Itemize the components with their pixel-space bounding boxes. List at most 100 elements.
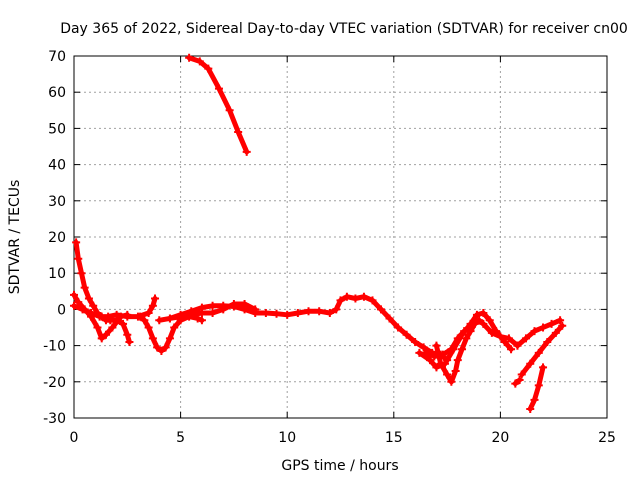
data-point-marker [283,310,292,319]
data-point-marker [507,345,516,354]
data-point-marker [526,404,535,413]
x-tick-label: 0 [70,430,79,446]
data-point-marker [234,128,243,137]
data-point-marker [84,294,93,303]
data-point-marker [336,296,345,305]
data-series-arc-13 [513,316,565,350]
data-point-marker [176,312,185,321]
y-tick-label: 30 [48,194,66,210]
data-point-marker [451,366,460,375]
series-track [71,292,130,341]
data-series-arc-4 [70,294,160,321]
data-point-marker [104,312,113,321]
series-track [519,323,565,378]
data-point-marker [534,348,543,357]
data-point-marker [500,337,509,346]
data-point-marker [325,309,334,318]
series-track [186,55,250,155]
data-point-marker [443,370,452,379]
data-point-marker [242,147,251,156]
y-tick-label: -20 [43,375,66,391]
data-point-marker [453,356,462,365]
data-point-marker [460,327,469,336]
data-point-marker [526,359,535,368]
data-point-marker [208,301,217,310]
y-tick-label: 10 [48,266,66,282]
data-point-marker [342,292,351,301]
data-series-arc-12 [526,363,548,413]
data-point-marker [123,312,132,321]
x-axis-label: GPS time / hours [281,458,398,474]
data-point-marker [151,294,160,303]
data-point-marker [475,316,484,325]
data-point-marker [411,337,420,346]
y-tick-label: -10 [43,339,66,355]
data-point-marker [293,309,302,318]
data-point-marker [485,316,494,325]
data-point-marker [315,307,324,316]
data-point-marker [556,316,565,325]
data-point-marker [185,53,194,62]
data-point-marker [377,305,386,314]
x-tick-label: 20 [491,430,509,446]
data-point-marker [214,84,223,93]
data-point-marker [87,309,96,318]
data-point-marker [136,312,145,321]
data-point-marker [272,309,281,318]
data-point-marker [351,294,360,303]
data-point-marker [101,330,110,339]
data-point-marker [80,283,89,292]
data-point-marker [432,363,441,372]
data-point-marker [148,334,157,343]
data-point-marker [187,310,196,319]
data-series-arc-6 [165,292,452,365]
data-series-arc-10 [421,327,469,361]
data-point-marker [153,343,162,352]
data-point-marker [521,334,530,343]
data-point-marker [368,296,377,305]
y-tick-label: 60 [48,85,66,101]
data-point-marker [155,316,164,325]
data-point-marker [70,301,78,310]
y-tick-label: 20 [48,230,66,246]
data-point-marker [426,356,435,365]
data-layer [70,53,567,413]
data-point-marker [125,337,134,346]
data-point-marker [440,359,449,368]
data-point-marker [492,327,501,336]
y-tick-label: 40 [48,158,66,174]
tick-layer: 0 5 10 15 20 25 -30 -20 -10 0 10 20 30 40 50 60 70 [43,49,616,446]
data-point-marker [385,314,394,323]
y-tick-label: 70 [48,49,66,65]
data-series-arc-1 [185,53,251,156]
data-point-marker [462,334,471,343]
data-series-arc-2 [72,238,134,346]
data-series-arc-7 [155,299,260,325]
data-point-marker [219,305,228,314]
data-point-marker [148,301,157,310]
data-point-marker [447,377,456,386]
data-point-marker [504,334,513,343]
data-point-marker [195,57,204,66]
data-point-marker [197,316,206,325]
data-point-marker [204,64,213,73]
data-point-marker [74,254,83,263]
data-point-marker [359,292,368,301]
data-point-marker [551,328,560,337]
data-point-marker [161,343,170,352]
data-point-marker [511,379,520,388]
data-point-marker [165,334,174,343]
data-point-marker [70,290,78,299]
data-point-marker [515,375,524,384]
data-point-marker [240,299,249,308]
data-point-marker [402,330,411,339]
x-tick-label: 10 [278,430,296,446]
data-point-marker [304,307,313,316]
data-point-marker [539,363,548,372]
data-point-marker [97,334,106,343]
data-point-marker [208,309,217,318]
data-point-marker [93,323,102,332]
data-point-marker [458,345,467,354]
data-point-marker [534,381,543,390]
